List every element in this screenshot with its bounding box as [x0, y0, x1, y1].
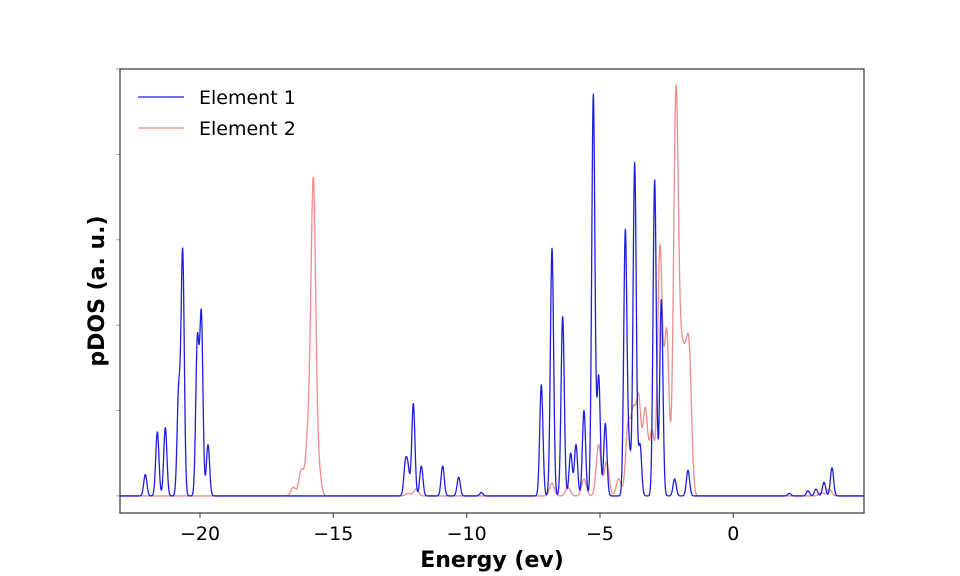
x-tick-label: −20 [180, 523, 220, 545]
legend-label-element-1: Element 1 [199, 87, 296, 109]
y-axis-ticks [116, 68, 120, 497]
x-axis-title: Energy (ev) [420, 548, 564, 573]
legend-label-element-2: Element 2 [199, 118, 296, 140]
x-tick-label: 0 [727, 523, 739, 545]
x-axis-ticks: −20 −15 −10 −5 0 [180, 513, 739, 545]
x-tick-label: −10 [447, 523, 487, 545]
x-tick-label: −5 [586, 523, 614, 545]
plot-frame [119, 68, 865, 514]
series-layer [119, 84, 865, 497]
legend: Element 1 Element 2 [138, 87, 296, 140]
series-line-element-1 [119, 93, 865, 497]
x-tick-label: −15 [313, 523, 353, 545]
plot-background [120, 69, 864, 513]
y-axis-title: pDOS (a. u.) [85, 215, 110, 366]
